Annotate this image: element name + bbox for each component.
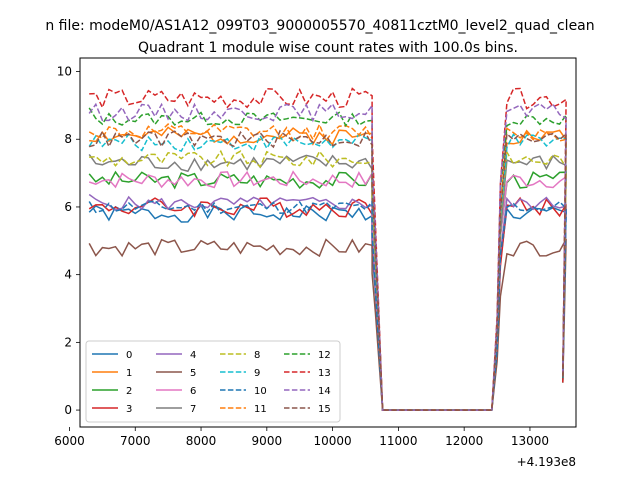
legend-box — [85, 340, 341, 423]
axes-border — [79, 57, 577, 428]
series-line-7 — [88, 153, 567, 411]
legend-label-2: 2 — [126, 386, 132, 397]
legend-label-4: 4 — [190, 350, 196, 361]
series-line-8 — [89, 149, 567, 411]
y-tick-label: 4 — [64, 268, 72, 282]
y-tick-label: 8 — [64, 132, 72, 146]
legend-label-13: 13 — [318, 368, 331, 379]
series-line-11 — [88, 122, 567, 411]
x-offset-label: +4.193e8 — [517, 455, 576, 469]
y-tick-label: 0 — [64, 403, 72, 417]
x-tick-label: 9000 — [252, 434, 283, 448]
y-tick-label: 10 — [57, 65, 72, 79]
legend-label-5: 5 — [190, 368, 196, 379]
legend-label-15: 15 — [318, 404, 331, 415]
legend-label-12: 12 — [318, 350, 331, 361]
x-tick-label: 11000 — [379, 434, 417, 448]
y-tick-label: 2 — [64, 335, 72, 349]
figure-suptitle: n file: modeM0/AS1A12_099T03_9000005570_… — [45, 18, 594, 34]
x-axis: 6000 7000 8000 9000 10000 11000 12000 13000 — [54, 427, 549, 448]
y-axis: 0 2 4 6 8 10 — [57, 65, 80, 417]
series-layer — [88, 87, 567, 411]
series-line-4 — [88, 193, 567, 411]
series-line-10 — [88, 199, 567, 411]
series-line-3 — [88, 196, 567, 411]
legend-label-14: 14 — [318, 386, 331, 397]
legend-label-7: 7 — [190, 404, 196, 415]
legend-label-3: 3 — [126, 404, 132, 415]
series-line-6 — [88, 170, 567, 411]
legend-label-10: 10 — [254, 386, 267, 397]
series-line-14 — [88, 102, 567, 411]
series-line-12 — [88, 107, 567, 411]
y-tick-label: 6 — [64, 200, 72, 214]
x-tick-label: 12000 — [445, 434, 483, 448]
chart-title: Quadrant 1 module wise count rates with … — [138, 40, 518, 56]
x-tick-label: 8000 — [186, 434, 217, 448]
series-line-15 — [88, 129, 567, 411]
x-tick-label: 10000 — [314, 434, 352, 448]
legend-label-0: 0 — [126, 350, 132, 361]
x-tick-label: 6000 — [54, 434, 85, 448]
legend-label-9: 9 — [254, 368, 260, 379]
series-line-9 — [88, 132, 567, 411]
legend-label-6: 6 — [190, 386, 196, 397]
legend-label-1: 1 — [126, 368, 132, 379]
legend-label-8: 8 — [254, 350, 260, 361]
x-tick-label: 7000 — [120, 434, 151, 448]
series-line-1 — [89, 126, 567, 411]
series-line-5 — [88, 238, 567, 411]
x-tick-label: 13000 — [511, 434, 549, 448]
legend-label-11: 11 — [254, 404, 267, 415]
